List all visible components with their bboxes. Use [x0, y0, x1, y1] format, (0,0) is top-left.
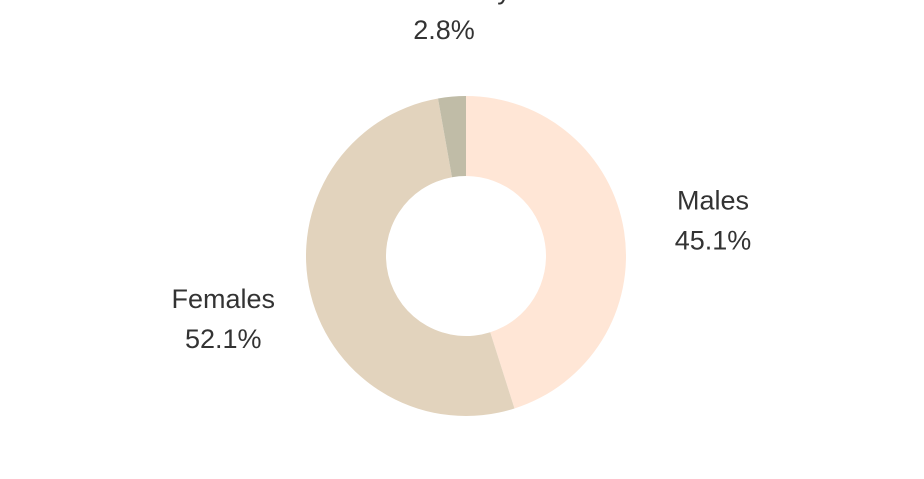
donut-slices	[305, 96, 626, 417]
slice-value-males: 45.1%	[675, 226, 752, 256]
slice-value-non-binary: 2.8%	[413, 15, 475, 45]
slice-value-females: 52.1%	[185, 324, 262, 354]
slice-label-non-binary: Non Binary	[377, 0, 511, 5]
slice-females	[305, 98, 515, 417]
slice-label-females: Females	[172, 284, 276, 314]
slice-label-males: Males	[677, 186, 749, 216]
slice-males	[466, 96, 626, 409]
slice-non-binary	[437, 96, 466, 178]
slice-labels: Males 45.1% Females 52.1% Non Binary 2.8%	[172, 0, 752, 354]
